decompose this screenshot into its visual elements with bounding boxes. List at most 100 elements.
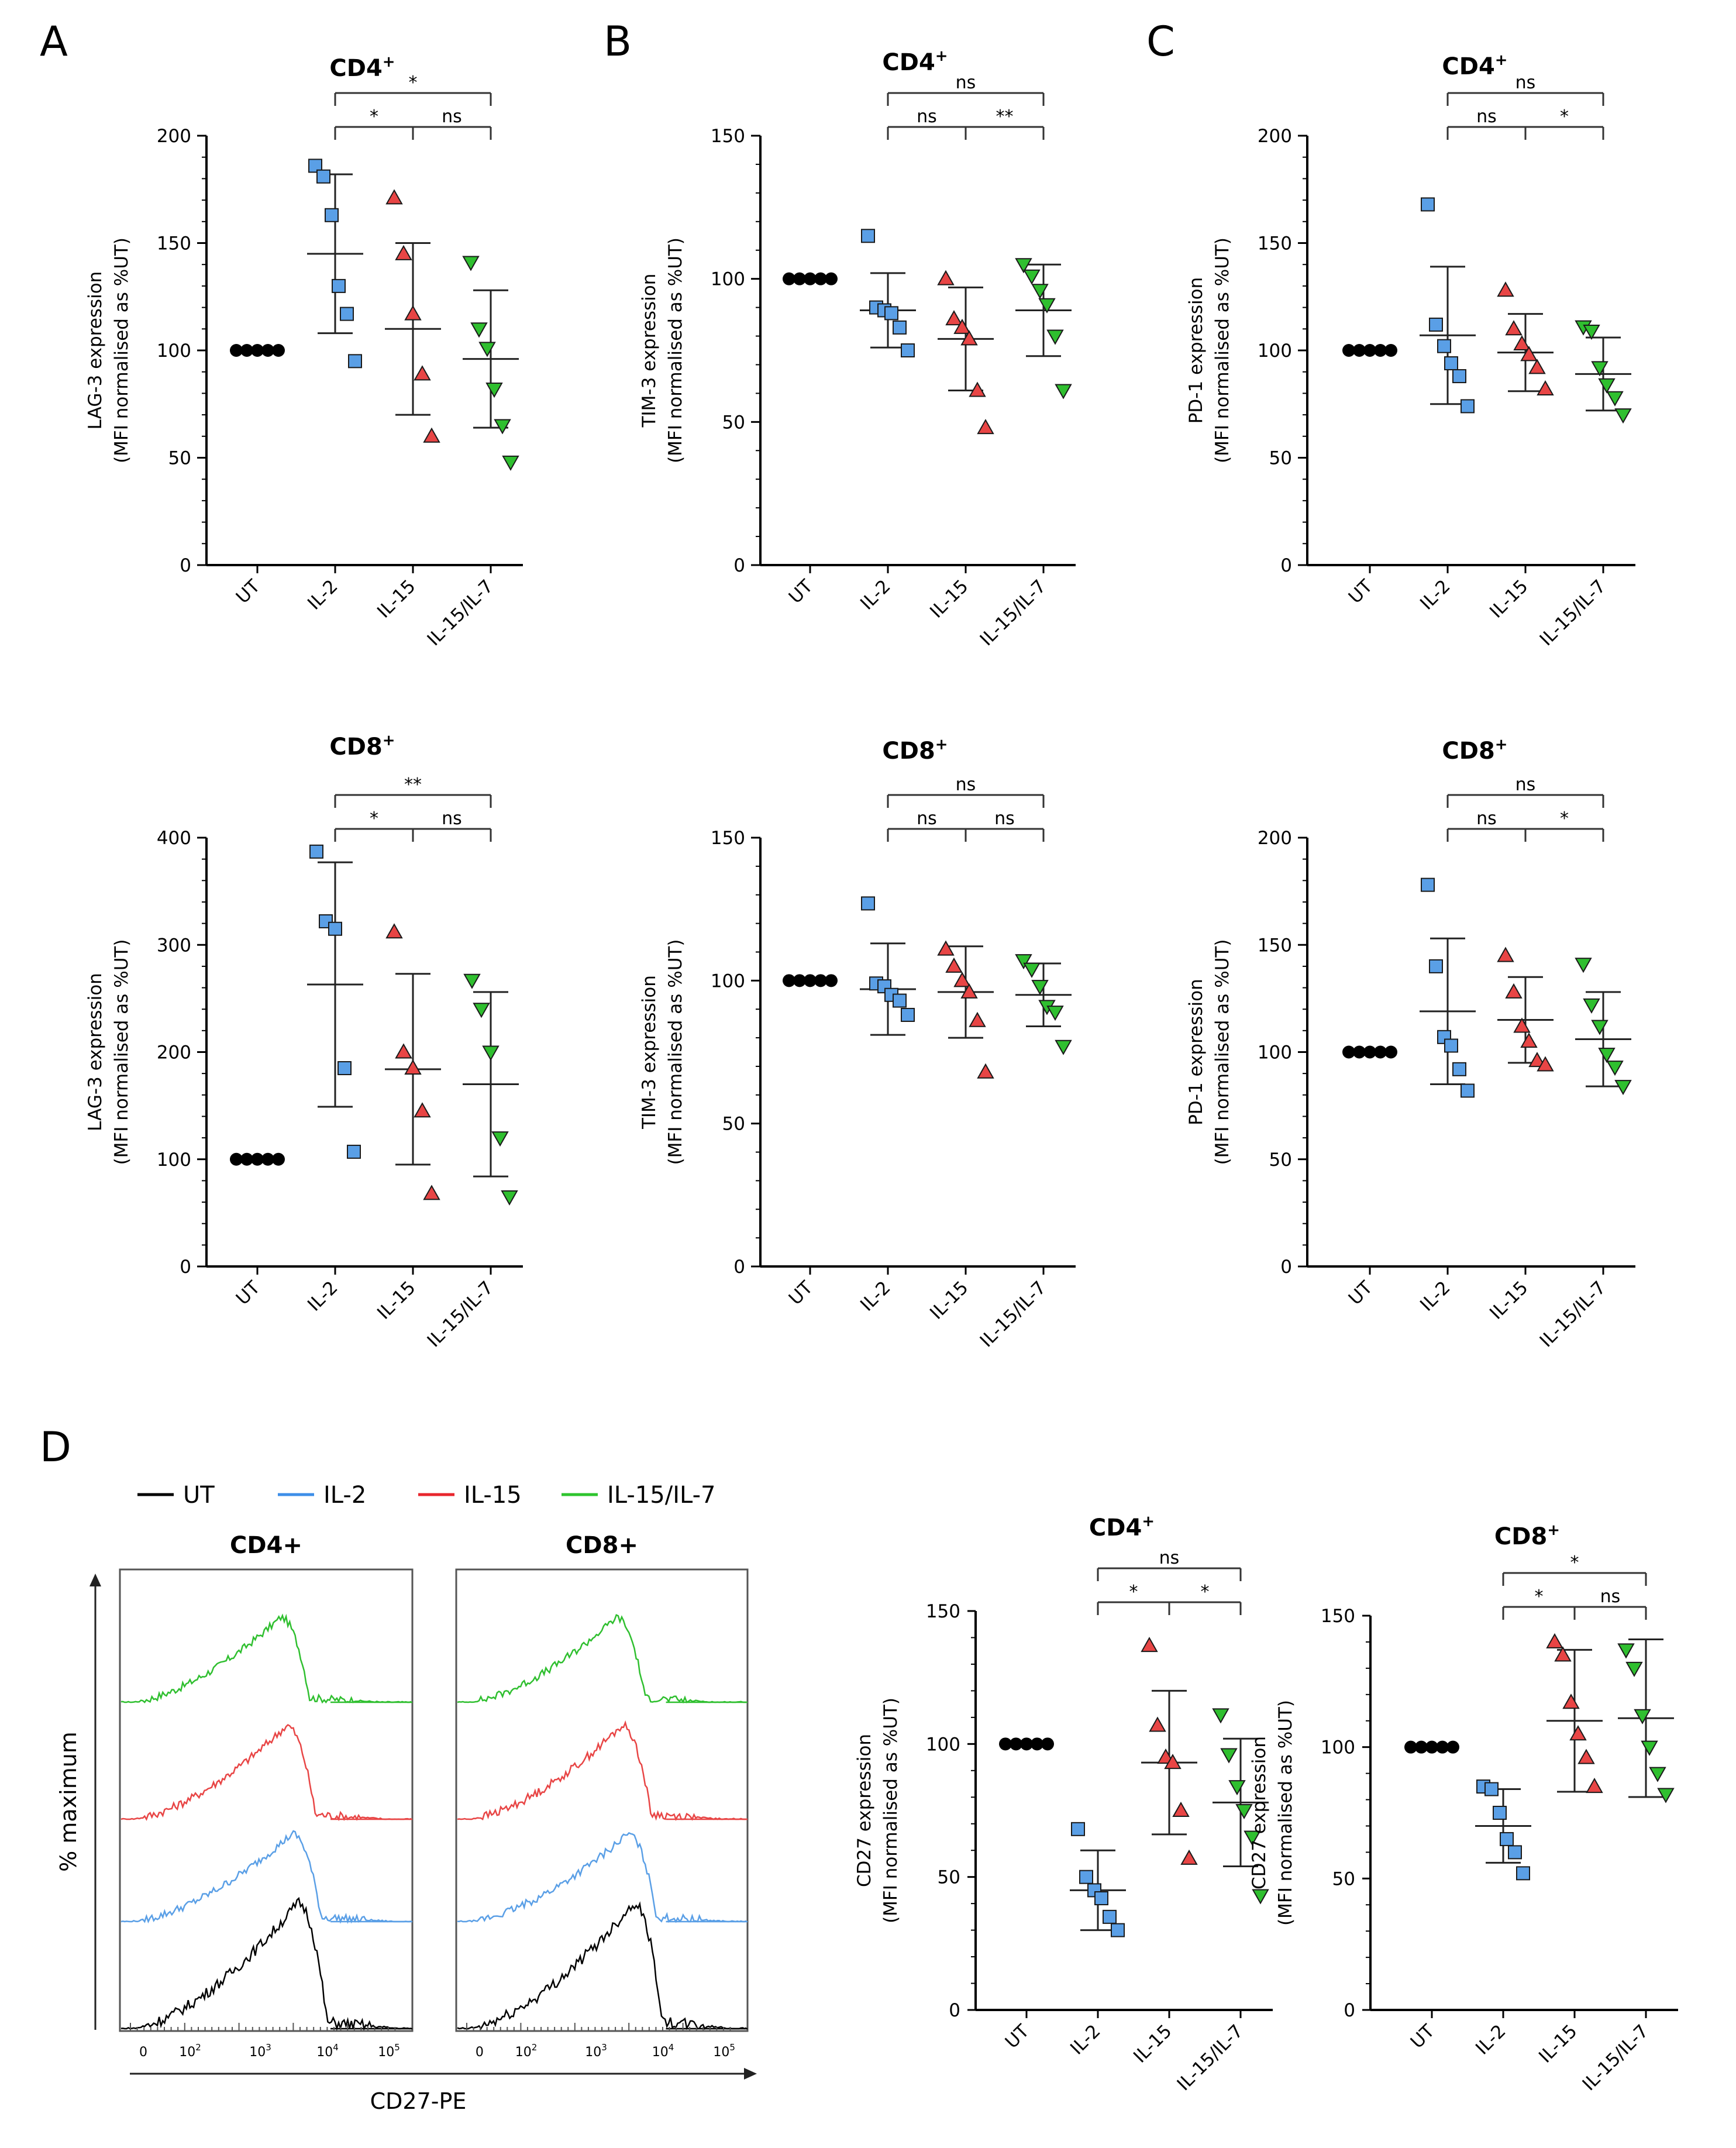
error-bar-il-15 — [1497, 976, 1554, 1064]
significance-label: ** — [996, 106, 1014, 127]
y-tick-label: 200 — [157, 126, 191, 147]
data-point-il-15-il-7 — [1614, 408, 1632, 424]
significance-bracket: ns — [1097, 1548, 1242, 1581]
data-point-ut — [804, 272, 817, 285]
data-point-ut — [793, 272, 806, 285]
data-point-il-15-il-7 — [470, 322, 488, 338]
data-point-ut — [251, 1152, 264, 1166]
tick-exponent: 4 — [333, 2042, 339, 2053]
x-tick-label: UT — [232, 1276, 265, 1309]
data-point-ut — [999, 1737, 1012, 1751]
data-point-il-15-il-7 — [1031, 980, 1049, 996]
error-bar-il-2 — [1420, 266, 1476, 405]
y-tick-label: 150 — [711, 828, 745, 849]
x-tick-label: IL-15/IL-7 — [1536, 1277, 1610, 1351]
significance-bracket: ns — [1446, 808, 1527, 842]
data-point-il-2 — [1444, 1038, 1458, 1053]
error-bar-il-15 — [385, 242, 441, 416]
chart-title: CD4+ — [1089, 1513, 1155, 1541]
data-point-il-15 — [977, 419, 994, 435]
histogram-axes: % maximum CD27-PE — [56, 1574, 757, 2114]
y-tick-label: 0 — [1280, 1257, 1292, 1278]
data-point-il-15 — [414, 1102, 431, 1118]
significance-label: ns — [1476, 808, 1497, 829]
data-point-il-15 — [945, 957, 963, 973]
data-point-il-15 — [1513, 1017, 1531, 1033]
tick-base: 10 — [316, 2045, 333, 2060]
y-axis-label: (MFI normalised as %UT) — [111, 939, 132, 1165]
data-point-il-15-il-7 — [1235, 1804, 1253, 1820]
data-point-il-15 — [937, 940, 955, 956]
error-bar-il-15-il-7 — [1618, 1638, 1674, 1798]
y-axis-label: CD27 expression — [1249, 1736, 1270, 1889]
legend: UT IL-2 IL-15 IL-15/IL-7 — [137, 1482, 715, 1509]
significance-bracket: ns — [412, 808, 492, 842]
x-tick-label: UT — [785, 1276, 818, 1309]
data-point-il-2 — [884, 306, 898, 321]
x-tick-label: UT — [1001, 2020, 1034, 2053]
significance-label: ns — [1476, 106, 1497, 127]
data-point-il-15-il-7 — [1606, 391, 1624, 407]
data-point-ut — [1041, 1737, 1054, 1751]
x-tick-label: IL-15/IL-7 — [976, 576, 1050, 650]
data-point-il-15-il-7 — [1625, 1661, 1643, 1677]
data-point-il-15-il-7 — [1591, 1020, 1608, 1035]
data-point-il-2 — [1429, 959, 1443, 973]
data-point-ut — [825, 272, 838, 285]
histogram-trace — [120, 1613, 412, 1704]
significance-bracket: ns — [1573, 1586, 1647, 1620]
data-point-ut — [814, 272, 827, 285]
data-point-il-15-il-7 — [1657, 1788, 1675, 1803]
data-point-il-2 — [901, 1007, 915, 1022]
significance-bracket: * — [334, 808, 414, 842]
significance-bracket: * — [1502, 1553, 1647, 1586]
data-point-il-15-il-7 — [501, 1190, 518, 1206]
tick-exponent: 3 — [266, 2042, 271, 2053]
panel-letter-b: B — [604, 18, 632, 66]
chart-title: CD8+ — [1494, 1522, 1560, 1550]
data-point-il-2 — [1444, 356, 1458, 371]
data-point-il-15 — [414, 365, 431, 381]
significance-bracket: ns — [887, 808, 967, 842]
x-tick-label: IL-15 — [1129, 2020, 1176, 2067]
data-point-il-15-il-7 — [1591, 361, 1608, 377]
legend-label: UT — [183, 1482, 215, 1509]
y-tick-label: 200 — [1258, 126, 1292, 147]
y-tick-label: 150 — [926, 1601, 960, 1622]
significance-label: * — [1560, 106, 1569, 127]
significance-label: * — [1535, 1586, 1544, 1607]
significance-bracket: * — [1524, 808, 1604, 842]
data-point-ut — [251, 344, 264, 357]
panel-letter-c: C — [1146, 18, 1175, 66]
y-axis-label: LAG-3 expression — [85, 271, 106, 430]
data-point-il-2 — [308, 159, 322, 173]
data-point-il-15 — [1172, 1801, 1190, 1817]
y-tick-label: 100 — [157, 340, 191, 362]
y-axis-label: (MFI normalised as %UT) — [111, 237, 132, 463]
error-bar-il-15-il-7 — [463, 289, 519, 429]
data-point-il-15-il-7 — [1244, 1830, 1261, 1846]
data-point-ut — [1010, 1737, 1022, 1751]
data-point-il-15 — [969, 1011, 986, 1027]
data-point-il-15-il-7 — [1023, 962, 1041, 978]
y-tick-label: 0 — [733, 555, 745, 576]
data-point-il-15-il-7 — [1015, 258, 1032, 274]
x-tick-label: IL-15/IL-7 — [1173, 2020, 1248, 2095]
data-point-il-15-il-7 — [1614, 1080, 1632, 1096]
y-tick-label: 100 — [1258, 340, 1292, 362]
chart-title-sup: + — [935, 736, 948, 753]
significance-label: ns — [917, 808, 937, 829]
data-point-ut — [1425, 1740, 1438, 1754]
data-point-ut — [230, 344, 243, 357]
tick-exponent: 2 — [195, 2042, 201, 2053]
legend-label: IL-2 — [323, 1482, 366, 1509]
histogram-tick-label: 105 — [713, 2042, 735, 2060]
histogram-frame — [119, 1568, 414, 2032]
data-point-il-15 — [1164, 1754, 1182, 1770]
data-point-il-15 — [404, 1059, 422, 1075]
